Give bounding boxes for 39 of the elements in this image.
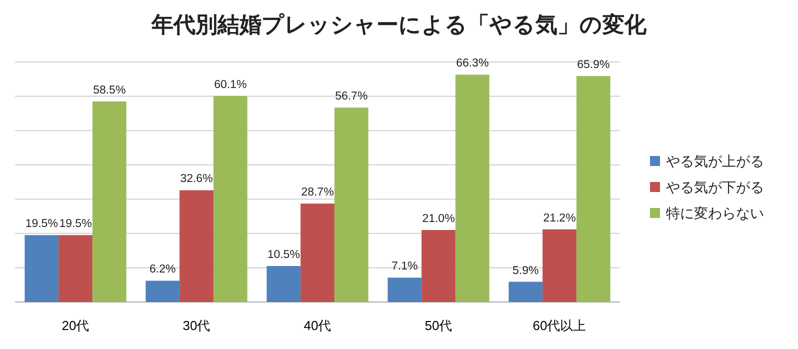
x-tick-label: 50代 [424,318,452,333]
data-label: 66.3% [456,58,489,70]
bar [422,230,456,302]
x-tick-label: 60代以上 [532,318,586,333]
data-label: 60.1% [214,78,247,91]
data-label: 28.7% [301,186,334,199]
bar [24,235,59,302]
data-label: 19.5% [25,218,58,230]
bar [300,204,334,302]
bar [542,229,576,302]
data-label: 10.5% [267,249,300,261]
bar [388,278,422,302]
bar [92,101,126,302]
bar [58,235,92,302]
data-label: 6.2% [150,264,176,276]
data-label: 5.9% [512,264,539,277]
bar [576,76,610,302]
legend-label: やる気が上がる [666,153,764,169]
bar [508,282,543,302]
data-label: 19.5% [59,218,92,230]
x-tick-label: 20代 [62,318,90,333]
legend-label: やる気が下がる [666,179,764,195]
data-label: 58.5% [93,84,126,96]
x-tick-label: 40代 [304,318,332,333]
data-label: 7.1% [392,260,418,273]
data-label: 56.7% [335,90,368,103]
chart-title: 年代別結婚プレッシャーによる「やる気」の変化 [150,12,648,37]
bar [334,108,368,302]
x-tick-label: 30代 [182,318,210,333]
data-label: 21.2% [543,212,576,224]
data-label: 65.9% [577,59,610,72]
bar [213,96,248,302]
legend-label: 特に変わらない [666,205,764,221]
data-label: 21.0% [422,213,455,225]
bar [180,190,214,302]
bar [455,74,490,302]
bar [266,266,301,302]
bar [146,280,180,302]
data-label: 32.6% [180,173,213,186]
